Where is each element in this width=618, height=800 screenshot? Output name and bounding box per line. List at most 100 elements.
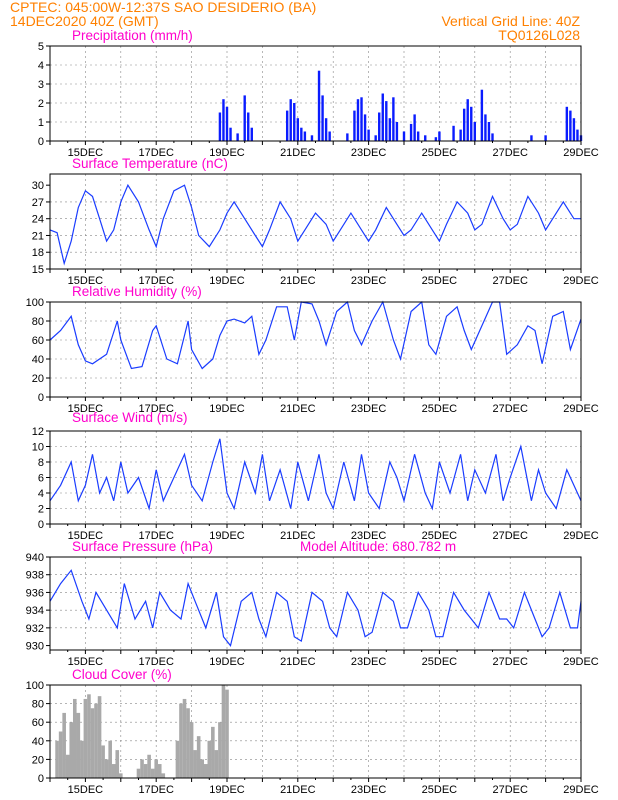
wind-ytick-label: 10 <box>32 442 44 454</box>
cloud-panel: 0 20 40 60 80 100 15DEC 17DEC 19DEC 21DEC 23DEC 25D… <box>26 680 599 796</box>
cloud-bar <box>101 745 105 778</box>
precip-bar <box>392 97 395 141</box>
humidity-xtick-label: 25DEC <box>422 403 458 415</box>
precip-bar <box>462 108 466 141</box>
temp-ytick-label: 18 <box>32 247 44 259</box>
cloud-bar <box>72 698 77 778</box>
cloud-bar <box>104 759 109 778</box>
temp-xtick-label: 27DEC <box>492 275 528 287</box>
precip-bar <box>409 123 413 141</box>
precip-xtick-label: 21DEC <box>280 147 316 159</box>
precip-bar <box>470 106 473 141</box>
cloud-frame <box>49 684 582 779</box>
precip-bar <box>247 112 250 141</box>
humidity-panel: 0 20 40 60 80 100 15DEC 17DEC 19DEC 21DEC 23DEC 25D… <box>26 297 599 415</box>
cloud-xtick-label: 27DEC <box>492 784 528 796</box>
precip-bar <box>250 127 253 141</box>
pressure-ytick-label: 936 <box>26 587 44 599</box>
wind-xtick-label: 25DEC <box>422 530 458 542</box>
cloud-ytick-label: 80 <box>32 699 44 711</box>
cloud-bar <box>225 689 229 778</box>
cloud-bar <box>143 764 148 778</box>
precip-bar <box>565 106 569 141</box>
temp-xtick-label: 21DEC <box>280 275 316 287</box>
precip-ytick-label: 0 <box>38 136 44 148</box>
wind-ytick-label: 8 <box>38 457 44 469</box>
precip-bar <box>317 70 321 141</box>
precip-xtick-label: 27DEC <box>492 147 528 159</box>
pressure-ytick-label: 940 <box>26 552 44 564</box>
cloud-bar <box>140 759 144 778</box>
cloud-bar <box>175 740 180 778</box>
temp-xtick-label: 19DEC <box>209 275 245 287</box>
pressure-xtick-label: 19DEC <box>209 656 245 668</box>
pressure-xtick-label: 21DEC <box>280 656 316 668</box>
precip-ytick-label: 1 <box>38 117 44 129</box>
cloud-bar <box>136 768 141 778</box>
precip-bar <box>572 118 576 141</box>
precip-bar <box>491 133 494 141</box>
precip-bar <box>367 129 370 141</box>
cloud-bar <box>186 708 190 778</box>
humidity-xtick-label: 23DEC <box>351 403 387 415</box>
precip-bar <box>222 99 225 141</box>
pressure-title: Surface Pressure (hPa) <box>72 539 213 554</box>
cloud-ytick-label: 40 <box>32 736 44 748</box>
precip-ytick-label: 5 <box>38 41 44 53</box>
precip-bar <box>374 135 377 141</box>
wind-panel: 0 2 4 6 8 10 12 15DEC 17DEC 19DEC 21DEC 23DEC 25DEC 2… <box>32 426 599 542</box>
precip-bar <box>438 131 441 141</box>
precip-bar <box>360 97 363 141</box>
cloud-bar <box>62 712 66 778</box>
precip-bar <box>310 135 314 141</box>
cloud-xtick-label: 17DEC <box>138 784 174 796</box>
header-vertical-grid: Vertical Grid Line: 40Z <box>441 13 580 29</box>
wind-title: Surface Wind (m/s) <box>72 410 188 425</box>
cloud-ytick-label: 60 <box>32 717 44 729</box>
precip-bar <box>388 118 392 141</box>
wind-ytick-label: 4 <box>38 488 44 500</box>
humidity-ytick-label: 20 <box>32 373 44 385</box>
precip-bar <box>378 112 381 141</box>
cloud-xtick-label: 29DEC <box>563 784 599 796</box>
precip-bar <box>381 93 384 141</box>
wind-ytick-label: 0 <box>38 519 44 531</box>
wind-xtick-label: 27DEC <box>492 530 528 542</box>
precip-bar <box>293 103 296 141</box>
cloud-bar <box>161 773 166 778</box>
pressure-ytick-label: 938 <box>26 570 44 582</box>
cloud-bar <box>203 764 208 778</box>
wind-ytick-label: 2 <box>38 504 44 516</box>
wind-xtick-label: 15DEC <box>68 530 104 542</box>
precip-bar <box>480 89 484 141</box>
cloud-bar <box>221 685 226 778</box>
precip-xtick-label: 15DEC <box>68 147 104 159</box>
cloud-bar <box>179 703 183 778</box>
precip-bar <box>459 129 462 141</box>
precip-panel: 0 1 2 3 4 5 15DEC 17DEC 19DEC 21DEC 23DEC 25DEC 27DE… <box>38 41 599 159</box>
precip-bar <box>416 131 420 141</box>
pressure-xtick-label: 29DEC <box>563 656 599 668</box>
precip-frame <box>49 45 582 142</box>
cloud-bar <box>182 698 187 778</box>
pressure-ytick-label: 932 <box>26 623 44 635</box>
wind-xtick-label: 19DEC <box>209 530 245 542</box>
temp-panel: 15 18 21 24 27 30 15DEC 17DEC 19DEC 21DEC 23DEC 25D… <box>32 173 599 287</box>
temp-series-line <box>49 183 581 266</box>
precip-bar <box>576 129 579 141</box>
humidity-xtick-label: 27DEC <box>492 403 528 415</box>
cloud-bar <box>119 773 123 778</box>
precip-xtick-label: 23DEC <box>351 147 387 159</box>
precip-bar <box>218 112 222 141</box>
pressure-xtick-label: 15DEC <box>68 656 104 668</box>
precip-bar <box>289 99 292 141</box>
temp-xtick-label: 25DEC <box>422 275 458 287</box>
humidity-ytick-label: 80 <box>32 316 44 328</box>
precip-bar <box>530 135 533 141</box>
cloud-title: Cloud Cover (%) <box>72 667 172 682</box>
cloud-bar <box>207 740 212 778</box>
header-date: 14DEC2020 40Z (GMT) <box>10 13 159 29</box>
pressure-ytick-label: 934 <box>26 605 44 617</box>
cloud-bar <box>76 712 81 778</box>
temp-xtick-label: 29DEC <box>563 275 599 287</box>
